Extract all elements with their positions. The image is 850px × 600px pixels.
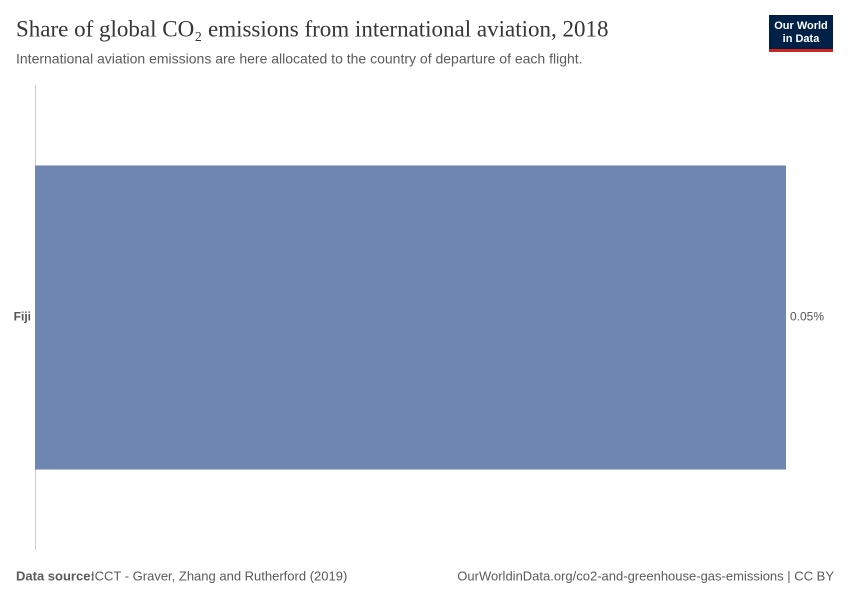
source-url[interactable]: OurWorldinData.org/co2-and-greenhouse-ga…: [457, 568, 834, 583]
logo-text: Our World: [774, 20, 828, 32]
source-label: Data source:: [16, 568, 95, 583]
bar: [35, 165, 786, 470]
chart-subtitle: International aviation emissions are her…: [16, 51, 583, 67]
value-label: 0.05%: [790, 310, 824, 324]
logo-text: in Data: [783, 33, 821, 45]
logo-box: [769, 15, 833, 52]
logo[interactable]: Our World in Data: [769, 15, 833, 52]
logo-underline: [769, 49, 833, 52]
source: ICCT - Graver, Zhang and Rutherford (201…: [91, 568, 347, 583]
category-label: Fiji: [14, 310, 31, 324]
chart-title: Share of global CO₂ emissions from inter…: [16, 16, 609, 41]
